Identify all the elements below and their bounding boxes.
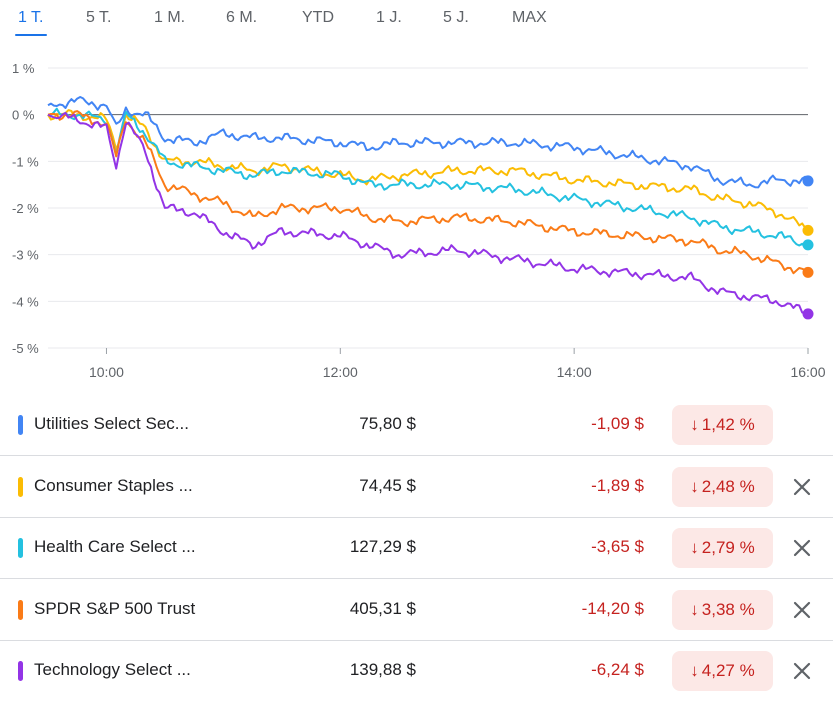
close-icon[interactable] <box>790 659 814 683</box>
series-line-3 <box>47 110 809 275</box>
series-end-marker-0 <box>802 175 814 187</box>
price-change: -1,09 $ <box>591 414 644 433</box>
list-item[interactable]: Technology Select ... 139,88 $ -6,24 $ ↓ 4,2… <box>0 640 833 701</box>
price-change: -6,24 $ <box>591 660 644 679</box>
y-tick-label: -2 % <box>12 201 39 216</box>
series-end-marker-4 <box>802 308 814 320</box>
security-price: 75,80 $ <box>359 414 416 433</box>
x-tick-label: 16:00 <box>790 364 825 380</box>
tab-1-m[interactable]: 1 M. <box>154 9 186 26</box>
tab-max[interactable]: MAX <box>512 9 547 26</box>
series-color-swatch <box>18 415 23 435</box>
price-change: -14,20 $ <box>581 598 644 618</box>
list-item[interactable]: SPDR S&P 500 Trust 405,31 $ -14,20 $ ↓ 3,38 … <box>0 579 833 641</box>
list-item[interactable]: Utilities Select Sec... 75,80 $ -1,09 $ ↓ 1,… <box>0 394 833 456</box>
series-color-swatch <box>18 661 23 681</box>
price-chart: 1 % 0 % -1 % -2 % -3 % -4 % -5 % 10:00 12:00 14:0… <box>12 61 826 380</box>
percent-change-badge: ↓ 2,79 % <box>672 528 773 568</box>
series-line-4 <box>47 111 809 315</box>
security-price: 139,88 $ <box>349 660 416 679</box>
x-tick-label: 12:00 <box>323 364 358 380</box>
arrow-down-icon: ↓ <box>690 415 699 434</box>
y-tick-label: 1 % <box>12 61 35 76</box>
tab-1-t[interactable]: 1 T. <box>18 9 44 26</box>
list-item[interactable]: Health Care Select ... 127,29 $ -3,65 $ ↓ 2,… <box>0 517 833 579</box>
y-tick-label: -5 % <box>12 341 39 356</box>
percent-change-badge: ↓ 1,42 % <box>672 405 773 445</box>
tab-5-j[interactable]: 5 J. <box>443 9 469 26</box>
series-color-swatch <box>18 599 23 620</box>
series-end-marker-3 <box>802 266 814 278</box>
tab-ytd[interactable]: YTD <box>302 9 334 26</box>
security-name[interactable]: SPDR S&P 500 Trust <box>34 598 196 618</box>
series-end-marker-1 <box>802 224 814 236</box>
close-icon[interactable] <box>790 475 814 499</box>
close-icon[interactable] <box>790 536 814 560</box>
series-color-swatch <box>18 476 23 497</box>
series-end-marker-2 <box>802 239 814 251</box>
security-price: 127,29 $ <box>349 537 416 556</box>
security-price: 405,31 $ <box>349 598 416 618</box>
security-name[interactable]: Technology Select ... <box>34 660 191 679</box>
close-icon[interactable] <box>790 598 814 622</box>
y-tick-label: -4 % <box>12 294 39 309</box>
security-name[interactable]: Utilities Select Sec... <box>34 414 189 433</box>
percent-change-badge: ↓ 3,38 % <box>672 589 773 630</box>
series-line-1 <box>47 109 809 232</box>
series-color-swatch <box>18 538 23 558</box>
active-tab-indicator <box>15 34 47 36</box>
y-tick-label: -3 % <box>12 248 39 263</box>
series-line-0 <box>47 96 809 189</box>
arrow-down-icon: ↓ <box>690 538 699 557</box>
tab-5-t[interactable]: 5 T. <box>86 9 112 26</box>
percent-change-badge: ↓ 2,48 % <box>672 466 773 507</box>
time-range-tabs: 1 T. 5 T. 1 M. 6 M. YTD 1 J. 5 J. MAX <box>0 0 833 40</box>
list-item[interactable]: Consumer Staples ... 74,45 $ -1,89 $ ↓ 2,48 … <box>0 456 833 518</box>
percent-change-value: 1,42 % <box>701 415 755 434</box>
arrow-down-icon: ↓ <box>690 476 699 496</box>
arrow-down-icon: ↓ <box>690 661 699 680</box>
percent-change-value: 4,27 % <box>701 661 755 680</box>
x-tick-label: 14:00 <box>557 364 592 380</box>
tab-6-m[interactable]: 6 M. <box>226 9 258 26</box>
percent-change-badge: ↓ 4,27 % <box>672 651 773 691</box>
price-change: -1,89 $ <box>591 475 644 495</box>
y-tick-label: 0 % <box>12 108 35 123</box>
security-price: 74,45 $ <box>359 475 416 495</box>
percent-change-value: 2,48 % <box>701 476 755 496</box>
y-tick-label: -1 % <box>12 154 39 169</box>
price-change: -3,65 $ <box>591 537 644 556</box>
series-line-2 <box>47 107 809 248</box>
percent-change-value: 3,38 % <box>701 599 755 619</box>
arrow-down-icon: ↓ <box>690 599 699 619</box>
security-name[interactable]: Health Care Select ... <box>34 537 196 556</box>
security-name[interactable]: Consumer Staples ... <box>34 475 193 495</box>
tab-1-j[interactable]: 1 J. <box>376 9 402 26</box>
percent-change-value: 2,79 % <box>701 538 755 557</box>
x-tick-label: 10:00 <box>89 364 124 380</box>
